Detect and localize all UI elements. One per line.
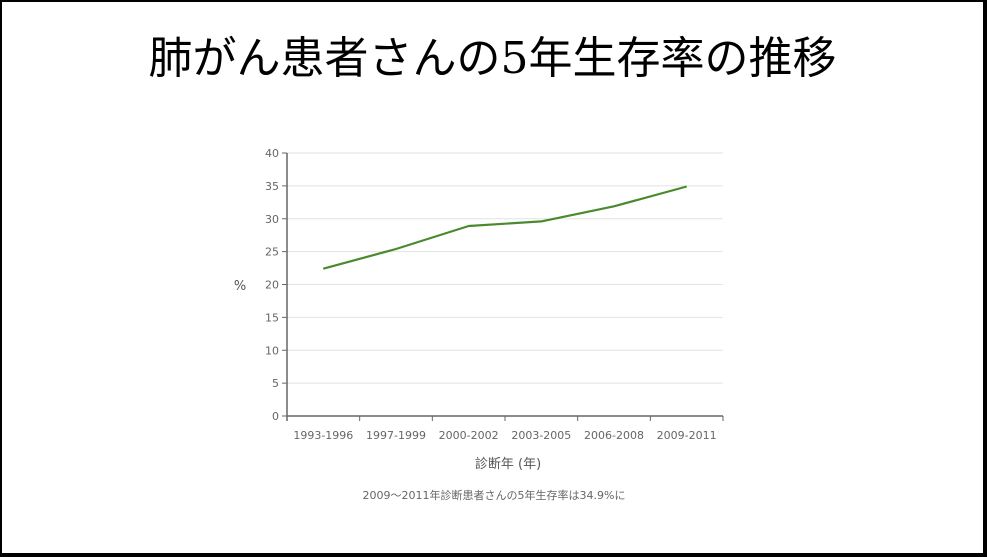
x-tick-label: 2003-2005 (511, 429, 571, 442)
slide-title: 肺がん患者さんの5年生存率の推移 (148, 33, 837, 84)
x-tick-label: 2000-2002 (439, 429, 499, 442)
survival-rate-line (323, 185, 687, 270)
y-tick-label: 25 (265, 246, 279, 259)
x-axis-title: 診断年 (年) (475, 456, 541, 472)
gridlines (287, 152, 723, 384)
y-tick-label: 10 (265, 344, 279, 357)
chart-caption: 2009〜2011年診断患者さんの5年生存率は34.9%に (363, 488, 626, 502)
y-tick-label: 20 (265, 279, 279, 292)
y-tick-label: 15 (265, 311, 279, 324)
y-tick-label: 5 (272, 377, 279, 390)
y-tick-label: 35 (265, 180, 279, 193)
x-tick-label: 1997-1999 (366, 429, 426, 442)
y-tick-label: 0 (272, 410, 279, 423)
x-tick-label: 1993-1996 (293, 429, 353, 442)
y-axis: 0 5 10 15 20 25 30 35 40 (265, 147, 288, 423)
x-tick-label: 2006-2008 (584, 429, 644, 442)
y-tick-label: 40 (265, 147, 279, 160)
x-axis: 1993-1996 1997-1999 2000-2002 2003-2005 2006… (286, 415, 724, 442)
x-tick-label: 2009-2011 (657, 429, 717, 442)
y-axis-title: % (234, 279, 246, 294)
y-tick-label: 30 (265, 213, 279, 226)
